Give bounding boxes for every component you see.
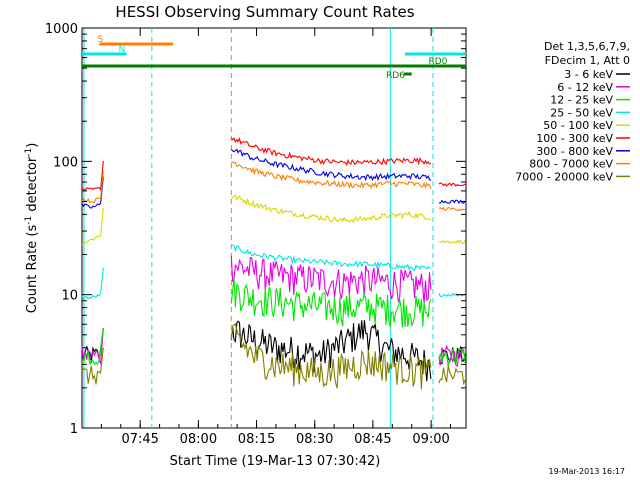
legend-label-3: 25 - 50 keV	[550, 106, 613, 119]
flag-label-1: N	[119, 45, 126, 55]
y-axis-label-end: )	[25, 143, 40, 148]
legend-label-4: 50 - 100 keV	[543, 119, 613, 132]
x-axis: 07:45 08:00 08:15 08:30 08:45 09:00	[81, 28, 451, 447]
y-tick-label-3: 1000	[45, 22, 78, 37]
y-tick-label-1: 10	[61, 289, 78, 304]
series-line-1	[81, 255, 466, 367]
y-axis-label-mid: detector	[25, 156, 40, 216]
y-tick-label-2: 100	[53, 155, 78, 170]
series-line-2	[81, 277, 466, 367]
legend-header-line1: Det 1,3,5,6,7,9,	[544, 40, 630, 53]
legend-label-1: 6 - 12 keV	[557, 81, 613, 94]
series-line-4	[81, 194, 466, 247]
series-line-6	[81, 148, 466, 209]
y-axis-label-main: Count Rate (s	[25, 225, 40, 314]
legend: Det 1,3,5,6,7,9, FDecim 1, Att 0 3 - 6 k…	[515, 40, 630, 183]
timestamp: 19-Mar-2013 16:17	[549, 467, 626, 476]
series-line-3	[81, 244, 466, 300]
legend-label-7: 800 - 7000 keV	[529, 158, 613, 171]
plot-frame	[81, 27, 467, 429]
y-axis: 1 10 100 1000	[45, 22, 466, 437]
y-axis-label: Count Rate (s-1 detector-1)	[24, 143, 40, 314]
legend-header-line2: FDecim 1, Att 0	[545, 54, 630, 67]
series-line-8	[81, 322, 466, 390]
x-tick-label-3: 08:30	[296, 432, 333, 447]
flag-label-2: RD0	[428, 57, 447, 67]
flag-label-3: RD6	[386, 71, 405, 81]
legend-label-5: 100 - 300 keV	[536, 132, 613, 145]
legend-label-0: 3 - 6 keV	[564, 68, 613, 81]
x-tick-label-4: 08:45	[354, 432, 391, 447]
legend-label-8: 7000 - 20000 keV	[515, 170, 613, 183]
x-tick-label-1: 08:00	[180, 432, 217, 447]
flag-label-0: S	[97, 35, 103, 45]
x-axis-label: Start Time (19-Mar-13 07:30:42)	[170, 454, 381, 469]
legend-label-2: 12 - 25 keV	[550, 94, 613, 107]
plot-area: S N RD0 RD6	[81, 27, 467, 429]
y-axis-label-sup1: -1	[24, 216, 34, 225]
chart-title: HESSI Observing Summary Count Rates	[115, 3, 414, 21]
y-tick-label-0: 1	[70, 422, 78, 437]
x-tick-label-2: 08:15	[238, 432, 275, 447]
x-tick-label-0: 07:45	[121, 432, 158, 447]
series-line-7	[81, 161, 466, 212]
x-tick-label-5: 09:00	[412, 432, 449, 447]
y-axis-label-sup2: -1	[24, 148, 34, 157]
legend-label-6: 300 - 800 keV	[536, 145, 613, 158]
series-line-5	[81, 136, 466, 192]
